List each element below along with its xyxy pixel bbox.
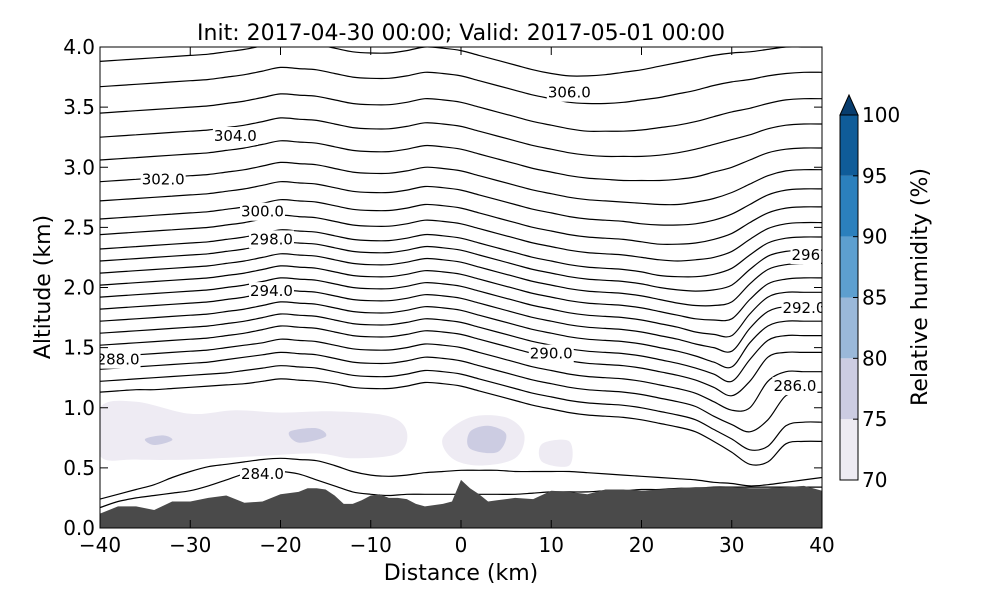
x-axis: −40 −30 −20 −10 0 10 20 30 40 bbox=[79, 47, 835, 557]
chart-title: Init: 2017-04-30 00:00; Valid: 2017-05-0… bbox=[197, 21, 725, 46]
isentrope-line bbox=[100, 66, 822, 105]
contour-label: 298.0 bbox=[250, 230, 293, 248]
isentrope-line bbox=[100, 229, 822, 278]
contour-label: 290.0 bbox=[530, 345, 573, 363]
humidity-patch bbox=[288, 428, 327, 443]
y-tick-label: 1.0 bbox=[63, 396, 95, 420]
colorbar-title: Relative humidity (%) bbox=[908, 168, 933, 406]
isentrope-line bbox=[100, 457, 822, 500]
y-tick-label: 3.5 bbox=[63, 95, 95, 119]
contour-label-bg bbox=[546, 83, 592, 102]
contour-label-bg bbox=[781, 298, 821, 317]
colorbar: 70 75 80 85 90 95 100 bbox=[839, 93, 900, 492]
isentrope-line bbox=[100, 181, 822, 226]
isentrope-line bbox=[100, 277, 822, 338]
isentrope-line bbox=[100, 378, 822, 466]
humidity-patch bbox=[144, 435, 173, 446]
contour-label: 302.0 bbox=[142, 170, 185, 188]
contour-label: 286.0 bbox=[773, 377, 816, 395]
contour-label-bg bbox=[212, 126, 258, 145]
isentrope-line bbox=[100, 351, 822, 433]
contour-label: 306.0 bbox=[548, 84, 591, 102]
colorbar-segment bbox=[840, 236, 858, 298]
contour-label: 292.0 bbox=[782, 299, 825, 317]
contour-label-bg bbox=[140, 170, 186, 189]
colorbar-segment bbox=[840, 358, 858, 420]
colorbar-extend-arrow bbox=[839, 93, 859, 116]
x-tick-label: −40 bbox=[79, 533, 121, 557]
isentrope-line bbox=[100, 140, 822, 182]
contour-label: 304.0 bbox=[214, 127, 257, 145]
humidity-field bbox=[100, 400, 573, 467]
contour-label: 296.0 bbox=[791, 246, 834, 264]
y-tick-label: 2.5 bbox=[63, 215, 95, 239]
colorbar-tick-label: 70 bbox=[862, 468, 887, 492]
colorbar-tick-label: 100 bbox=[862, 103, 900, 127]
x-tick-label: 30 bbox=[719, 533, 744, 557]
x-tick-label: 0 bbox=[455, 533, 468, 557]
x-tick-label: 10 bbox=[539, 533, 564, 557]
terrain bbox=[100, 479, 822, 528]
y-axis: 0.0 0.5 1.0 1.5 2.0 2.5 3.0 3.5 4.0 bbox=[63, 35, 822, 540]
contour-label-bg bbox=[248, 230, 294, 249]
y-tick-label: 4.0 bbox=[63, 35, 95, 59]
colorbar-tick-label: 95 bbox=[862, 164, 887, 188]
isentrope-line bbox=[100, 253, 822, 307]
colorbar-tick-label: 75 bbox=[862, 407, 887, 431]
x-tick-label: −20 bbox=[259, 533, 301, 557]
x-axis-title: Distance (km) bbox=[384, 561, 539, 586]
isentrope-line bbox=[100, 289, 822, 353]
isentrope-line bbox=[100, 93, 822, 132]
y-tick-label: 2.0 bbox=[63, 276, 95, 300]
isentrope-line bbox=[100, 241, 822, 292]
contour-label-bg bbox=[248, 282, 294, 301]
y-tick-label: 1.5 bbox=[63, 336, 95, 360]
x-tick-label: −10 bbox=[350, 533, 392, 557]
contour-label-bg bbox=[772, 377, 818, 396]
isentrope-line bbox=[100, 161, 822, 206]
contour-label: 294.0 bbox=[250, 282, 293, 300]
y-tick-label: 0.0 bbox=[63, 516, 95, 540]
colorbar-segment bbox=[840, 297, 858, 359]
colorbar-tick-label: 90 bbox=[862, 225, 887, 249]
isentrope-line bbox=[100, 265, 822, 322]
humidity-patch bbox=[538, 439, 573, 467]
x-tick-label: −30 bbox=[169, 533, 211, 557]
x-tick-label: 20 bbox=[629, 533, 654, 557]
plot-area: 306.0 304.0 302.0 300.0 298.0 294.0 290.0 288.0… bbox=[97, 46, 834, 529]
colorbar-tick-label: 85 bbox=[862, 286, 887, 310]
isentrope-line bbox=[100, 301, 822, 369]
isentrope-line bbox=[100, 338, 822, 412]
contour-label-bg bbox=[528, 344, 574, 363]
isentrope-line bbox=[100, 365, 822, 451]
contour-label-bg bbox=[101, 350, 141, 369]
contour-label-bg bbox=[790, 246, 821, 265]
y-tick-label: 0.5 bbox=[63, 456, 95, 480]
contour-label: 284.0 bbox=[241, 465, 284, 483]
contour-labels: 306.0 304.0 302.0 300.0 298.0 294.0 290.0 288.0… bbox=[97, 83, 834, 483]
colorbar-segment bbox=[840, 419, 858, 480]
humidity-patch bbox=[100, 400, 408, 461]
isentrope-line bbox=[100, 325, 822, 397]
contour-label: 288.0 bbox=[97, 351, 140, 369]
colorbar-tick-label: 80 bbox=[862, 346, 887, 370]
contour-label: 300.0 bbox=[241, 203, 284, 221]
colorbar-segment bbox=[840, 175, 858, 237]
y-axis-title: Altitude (km) bbox=[31, 215, 56, 359]
y-tick-label: 3.0 bbox=[63, 155, 95, 179]
terrain-fill bbox=[100, 479, 822, 528]
isentrope-line bbox=[100, 313, 822, 383]
isentrope-line bbox=[100, 214, 822, 262]
contour-label-bg bbox=[239, 202, 285, 221]
x-tick-label: 40 bbox=[809, 533, 834, 557]
humidity-patch bbox=[467, 425, 507, 454]
colorbar-segment bbox=[840, 115, 858, 176]
isentrope-line bbox=[100, 199, 822, 246]
contour-label-bg bbox=[239, 464, 285, 483]
